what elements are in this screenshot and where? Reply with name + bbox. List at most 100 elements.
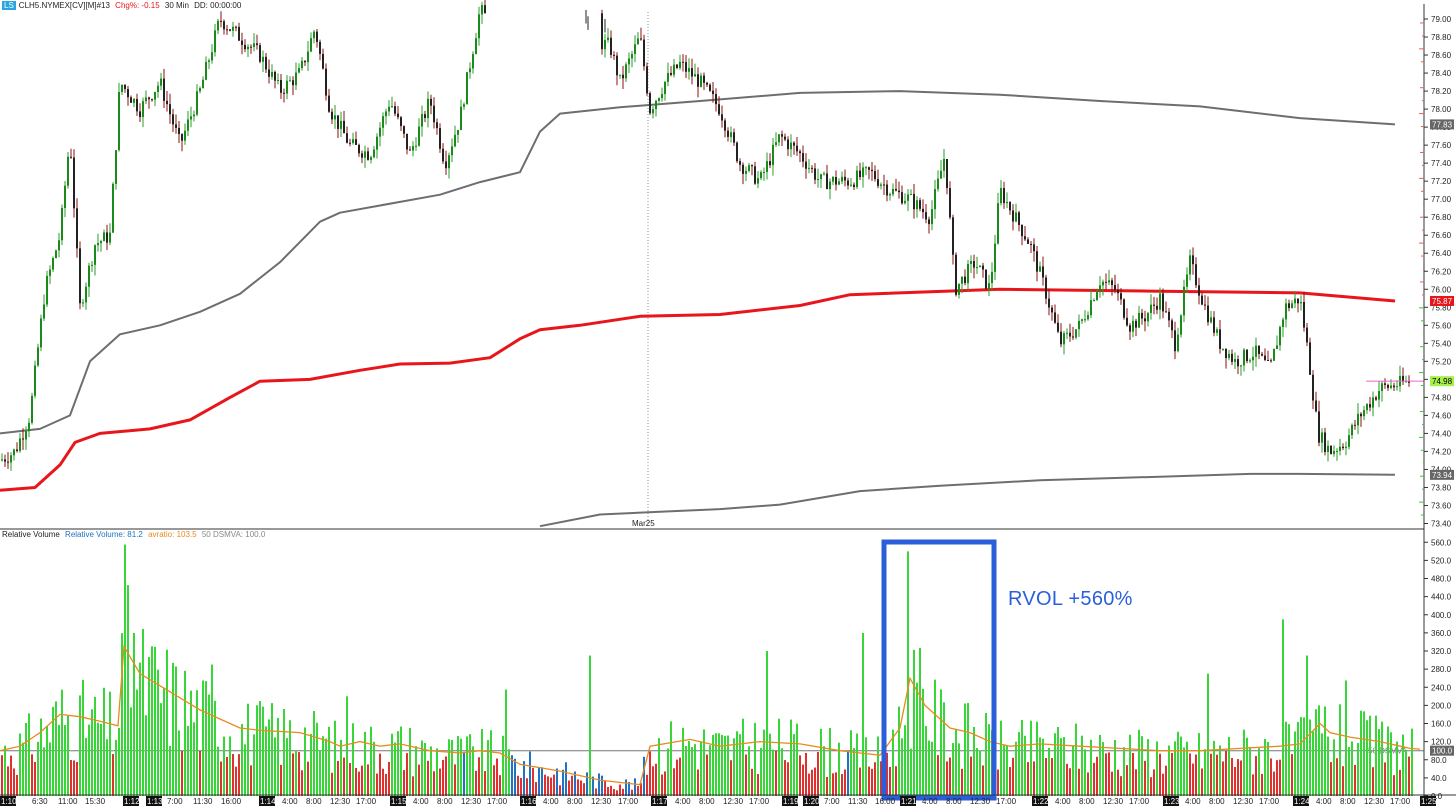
candle	[1144, 310, 1146, 332]
volume-bar	[562, 769, 564, 796]
candle-body	[331, 111, 333, 120]
time-tick-label: 1:25	[1421, 797, 1437, 806]
candle	[1108, 269, 1110, 286]
price-tick-label: 77.20	[1431, 177, 1452, 186]
candle	[352, 132, 354, 145]
candle	[319, 39, 321, 61]
volume-bar	[763, 729, 765, 796]
candle-body	[115, 150, 117, 184]
candle	[667, 62, 669, 87]
candle	[814, 163, 816, 185]
candle	[1165, 301, 1167, 313]
price-tick-label: 76.60	[1431, 231, 1452, 240]
candle-body	[334, 115, 336, 120]
candle-body	[1309, 342, 1311, 375]
candle	[37, 343, 39, 368]
candle	[1132, 315, 1134, 338]
candle	[1222, 348, 1224, 352]
volume-bar	[232, 753, 234, 796]
candle	[1216, 327, 1218, 336]
candle	[79, 241, 81, 310]
candle-body	[1123, 299, 1125, 318]
symbol-badge[interactable]: LS	[2, 1, 16, 10]
volume-bar	[133, 632, 135, 796]
time-tick-label: 8:00	[699, 797, 715, 806]
candle	[412, 141, 414, 157]
volume-bar	[691, 746, 693, 796]
candle-body	[946, 158, 948, 189]
time-tick-label: 7:00	[824, 797, 840, 806]
dsmva-value: 50 DSMVA: 100.0	[201, 530, 266, 539]
volume-bar	[91, 709, 93, 796]
volume-bar	[1396, 741, 1398, 796]
volume-bar	[313, 711, 315, 796]
candle-body	[10, 455, 12, 463]
candle-body	[97, 243, 99, 246]
candle	[610, 30, 612, 59]
candle	[73, 149, 75, 218]
volume-bar	[844, 769, 846, 796]
volume-bar	[439, 768, 441, 796]
candle	[832, 175, 834, 186]
candle	[1114, 274, 1116, 294]
volume-bar	[634, 778, 636, 796]
candle	[694, 63, 696, 77]
candle-body	[790, 142, 792, 150]
candle-body	[712, 90, 714, 95]
price-tick-label: 74.40	[1431, 429, 1452, 438]
candle	[601, 9, 603, 55]
volume-bar	[1144, 760, 1146, 796]
candle	[1345, 441, 1347, 456]
candle	[784, 133, 786, 142]
price-panel[interactable]: Mar25	[0, 0, 1424, 528]
volume-bar	[172, 662, 174, 796]
volume-bar	[523, 761, 525, 796]
candle	[994, 234, 996, 280]
volume-bar	[907, 551, 909, 796]
volume-bar	[661, 774, 663, 796]
volume-bar	[697, 769, 699, 796]
volume-panel[interactable]: 50 DSMVA	[0, 539, 1424, 801]
candle	[883, 174, 885, 195]
lower-band-line	[539, 472, 1396, 528]
candle	[697, 67, 699, 98]
volume-bar	[1375, 715, 1377, 796]
volume-bar	[100, 723, 102, 796]
volume-bar	[1072, 745, 1074, 796]
candle	[10, 452, 12, 471]
candle-body	[310, 38, 312, 52]
candle-body	[1, 459, 3, 461]
candle	[289, 76, 291, 82]
candle-body	[286, 80, 288, 94]
candle	[730, 126, 732, 143]
candle-body	[1168, 311, 1170, 321]
candle-body	[226, 29, 228, 31]
volume-bar	[1003, 744, 1005, 796]
volume-bar	[1084, 749, 1086, 796]
candle-body	[478, 14, 480, 39]
volume-bar	[79, 695, 81, 796]
candle-body	[655, 100, 657, 110]
volume-bar	[445, 756, 447, 796]
candle-body	[637, 38, 639, 45]
volume-bar	[1411, 728, 1413, 796]
candle-body	[613, 54, 615, 56]
volume-bar	[364, 731, 366, 796]
volume-bar	[631, 789, 633, 796]
candle	[913, 183, 915, 219]
volume-bar	[1153, 769, 1155, 796]
candle	[940, 160, 942, 179]
candle	[688, 58, 690, 80]
volume-bar	[1075, 723, 1077, 796]
volume-bar	[973, 726, 975, 796]
candle	[670, 66, 672, 77]
volume-header: Relative Volume Relative Volume: 81.2 av…	[2, 530, 268, 539]
candle	[148, 96, 150, 109]
candle	[175, 114, 177, 134]
volume-bar	[1186, 741, 1188, 796]
candle-body	[16, 449, 18, 451]
avratio-line	[0, 644, 1421, 786]
candle-body	[1252, 356, 1254, 361]
candle-body	[817, 178, 819, 180]
